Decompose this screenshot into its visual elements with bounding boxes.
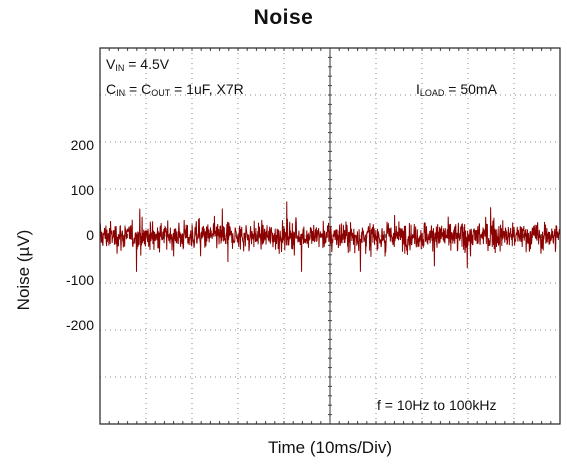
noise-trace — [99, 201, 561, 272]
y-tick-label: -200 — [65, 316, 94, 333]
chart-title: Noise — [253, 6, 314, 29]
vin-annotation: VIN = 4.5V — [106, 56, 170, 73]
capacitor-annotation: CIN = COUT = 1uF, X7R — [106, 81, 244, 98]
x-axis-label: Time (10ms/Div) — [267, 438, 393, 457]
y-tick-label: 100 — [70, 182, 94, 199]
y-tick-label: -100 — [65, 271, 94, 288]
frequency-annotation: f = 10Hz to 100kHz — [377, 397, 497, 413]
y-tick-label: 0 — [86, 227, 94, 243]
plot-frame — [99, 47, 561, 425]
iload-annotation: ILOAD = 50mA — [416, 81, 497, 98]
y-tick-label: 200 — [70, 137, 94, 154]
